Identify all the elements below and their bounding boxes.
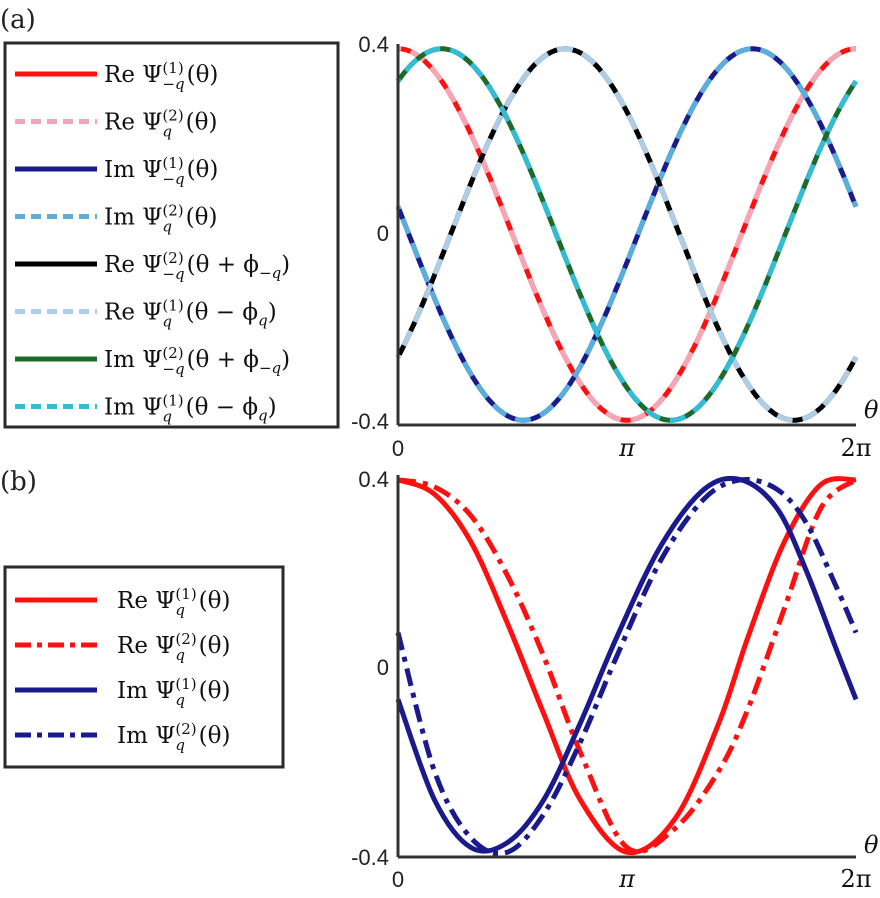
panel-b-legend-label-1: Re Ψ(1) q (θ) xyxy=(117,585,230,619)
panel-b-series-2 xyxy=(397,477,858,855)
panel-b-series-3 xyxy=(395,475,859,854)
panel-b-xtick-pi: π xyxy=(618,865,636,893)
panel-b-legend-entries: Re Ψ(1) q (θ) Re Ψ(2) q (θ) Im Ψ(1) q (θ) Im Ψ(2)… xyxy=(15,585,230,754)
panel-b-legend-label-2: Re Ψ(2) q (θ) xyxy=(117,630,230,664)
panel-a-legend-label-1: Re Ψ(1) −q(θ) xyxy=(104,59,218,93)
panel-b-plot: 0.4 0 -0.4 0 π 2π θ xyxy=(351,467,879,893)
panel-b-ytick-mid: 0 xyxy=(377,655,389,680)
panel-a-series-6 xyxy=(395,46,859,423)
panel-a-ytick-bottom: -0.4 xyxy=(351,409,389,434)
panel-b-ytick-bottom: -0.4 xyxy=(351,845,389,870)
panel-a-ytick-mid: 0 xyxy=(377,221,389,246)
panel-a-plot: 0.4 0 -0.4 0 π 2π θ xyxy=(351,32,879,462)
panel-a-label: (a) xyxy=(0,5,36,35)
panel-b-xtick-0: 0 xyxy=(392,867,404,892)
panel-a-series-2 xyxy=(397,46,857,423)
panel-a-series-3 xyxy=(395,46,859,423)
panel-b-curves xyxy=(395,475,859,857)
panel-a-legend-label-8: Im Ψ(1) q (θ − ϕq) xyxy=(104,392,277,426)
panel-a-legend-label-7: Im Ψ(2) −q(θ + ϕ−q) xyxy=(104,344,290,378)
panel-a-legend-label-6: Re Ψ(1) q (θ − ϕq) xyxy=(104,297,277,331)
panel-a-legend-entries: Re Ψ(1) −q(θ) Re Ψ(2) q (θ) Im Ψ(1) −q(θ) Im Ψ(… xyxy=(15,59,290,426)
panel-b-series-4 xyxy=(395,476,859,857)
panel-a-ytick-top: 0.4 xyxy=(358,32,389,57)
panel-b-legend-label-3: Im Ψ(1) q (θ) xyxy=(117,675,230,709)
panel-b-xtick-2pi: 2π xyxy=(840,865,871,893)
panel-a-series-8 xyxy=(395,46,859,423)
panel-a-curves xyxy=(395,46,859,423)
panel-a-legend xyxy=(3,41,340,429)
panel-a-x-symbol: θ xyxy=(864,396,879,424)
panel-a-legend-label-4: Im Ψ(2) q (θ) xyxy=(104,202,217,236)
panel-a-xtick-2pi: 2π xyxy=(840,434,871,462)
panel-b-series-1 xyxy=(397,476,857,856)
panel-a-legend-label-5: Re Ψ(2) −q(θ + ϕ−q) xyxy=(104,249,290,283)
panel-b-ytick-top: 0.4 xyxy=(358,467,389,492)
panel-b-label: (b) xyxy=(0,467,37,497)
panel-a-legend-label-3: Im Ψ(1) −q(θ) xyxy=(104,154,218,188)
panel-a-xtick-0: 0 xyxy=(392,436,404,461)
panel-b-legend-label-4: Im Ψ(2) q (θ) xyxy=(117,720,230,754)
panel-a-legend-label-2: Re Ψ(2) q (θ) xyxy=(104,107,217,141)
panel-b-x-symbol: θ xyxy=(864,831,879,859)
panel-a-xtick-pi: π xyxy=(618,434,636,462)
